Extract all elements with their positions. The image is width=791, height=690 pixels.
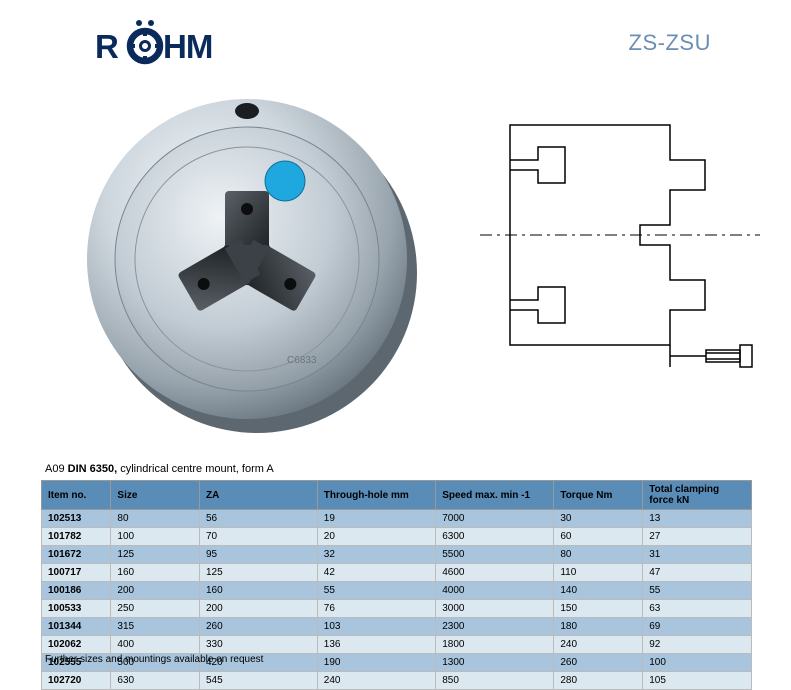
table-cell: 630 [111, 672, 200, 690]
table-cell: 100533 [42, 600, 111, 618]
table-cell: 850 [436, 672, 554, 690]
table-cell: 315 [111, 618, 200, 636]
table-cell: 4000 [436, 582, 554, 600]
table-row: 101344315260103230018069 [42, 618, 752, 636]
table-cell: 63 [643, 600, 752, 618]
table-cell: 3000 [436, 600, 554, 618]
table-row: 101782100702063006027 [42, 528, 752, 546]
table-cell: 42 [317, 564, 435, 582]
table-head: Item no.SizeZAThrough-hole mmSpeed max. … [42, 481, 752, 510]
table-cell: 102062 [42, 636, 111, 654]
column-header: Total clamping force kN [643, 481, 752, 510]
table-cell: 20 [317, 528, 435, 546]
footer-note: Further sizes and mountings available on… [45, 654, 263, 665]
table-cell: 13 [643, 510, 752, 528]
table-cell: 136 [317, 636, 435, 654]
model-code: ZS-ZSU [629, 30, 711, 56]
svg-text:HM: HM [163, 28, 212, 65]
table-cell: 180 [554, 618, 643, 636]
table-cell: 69 [643, 618, 752, 636]
table-cell: 240 [554, 636, 643, 654]
table-cell: 110 [554, 564, 643, 582]
rohm-logo-icon: R HM [95, 18, 220, 66]
table-cell: 1300 [436, 654, 554, 672]
table-cell: 105 [643, 672, 752, 690]
table-cell: 60 [554, 528, 643, 546]
table-cell: 6300 [436, 528, 554, 546]
table-cell: 140 [554, 582, 643, 600]
table-cell: 70 [200, 528, 318, 546]
table-row: 10053325020076300015063 [42, 600, 752, 618]
table-cell: 280 [554, 672, 643, 690]
table-cell: 330 [200, 636, 318, 654]
caption-bold: DIN 6350, [68, 463, 118, 475]
table-cell: 100186 [42, 582, 111, 600]
table-row: 10251380561970003013 [42, 510, 752, 528]
table-cell: 80 [554, 546, 643, 564]
table-cell: 200 [200, 600, 318, 618]
table-cell: 55 [317, 582, 435, 600]
table-cell: 545 [200, 672, 318, 690]
table-cell: 160 [200, 582, 318, 600]
svg-text:R: R [95, 28, 119, 65]
table-cell: 260 [200, 618, 318, 636]
table-cell: 32 [317, 546, 435, 564]
table-cell: 92 [643, 636, 752, 654]
table-caption: A09 DIN 6350, cylindrical centre mount, … [45, 463, 274, 475]
table-cell: 100 [111, 528, 200, 546]
table-cell: 101672 [42, 546, 111, 564]
table-cell: 101782 [42, 528, 111, 546]
table-row: 10018620016055400014055 [42, 582, 752, 600]
table-row: 102062400330136180024092 [42, 636, 752, 654]
table-cell: 150 [554, 600, 643, 618]
table-cell: 125 [200, 564, 318, 582]
column-header: Size [111, 481, 200, 510]
table-cell: 260 [554, 654, 643, 672]
figure-area: C6833 [0, 75, 791, 455]
table-cell: 19 [317, 510, 435, 528]
table-cell: 100 [643, 654, 752, 672]
table-cell: 80 [111, 510, 200, 528]
table-cell: 56 [200, 510, 318, 528]
column-header: Speed max. min -1 [436, 481, 554, 510]
table-cell: 400 [111, 636, 200, 654]
table-cell: 5500 [436, 546, 554, 564]
table-cell: 102513 [42, 510, 111, 528]
table-cell: 30 [554, 510, 643, 528]
table-cell: 160 [111, 564, 200, 582]
table-cell: 27 [643, 528, 752, 546]
table-cell: 240 [317, 672, 435, 690]
column-header: Through-hole mm [317, 481, 435, 510]
table-cell: 100717 [42, 564, 111, 582]
column-header: ZA [200, 481, 318, 510]
table-cell: 250 [111, 600, 200, 618]
table-cell: 76 [317, 600, 435, 618]
table-cell: 1800 [436, 636, 554, 654]
column-header: Item no. [42, 481, 111, 510]
table-cell: 4600 [436, 564, 554, 582]
column-header: Torque Nm [554, 481, 643, 510]
table-cell: 101344 [42, 618, 111, 636]
table-cell: 47 [643, 564, 752, 582]
table-cell: 125 [111, 546, 200, 564]
table-row: 10071716012542460011047 [42, 564, 752, 582]
table-cell: 200 [111, 582, 200, 600]
table-cell: 55 [643, 582, 752, 600]
technical-drawing [470, 105, 770, 435]
svg-text:C6833: C6833 [287, 355, 317, 366]
table-cell: 31 [643, 546, 752, 564]
table-cell: 2300 [436, 618, 554, 636]
table-cell: 190 [317, 654, 435, 672]
brand-logo: R HM [95, 18, 220, 71]
table-cell: 103 [317, 618, 435, 636]
product-photo: C6833 [75, 75, 425, 445]
caption-prefix: A09 [45, 463, 68, 475]
table-cell: 7000 [436, 510, 554, 528]
table-row: 102720630545240850280105 [42, 672, 752, 690]
header: R HM ZS-ZSU [0, 0, 791, 75]
table-cell: 102720 [42, 672, 111, 690]
table-row: 101672125953255008031 [42, 546, 752, 564]
caption-suffix: cylindrical centre mount, form A [117, 463, 274, 475]
table-cell: 95 [200, 546, 318, 564]
